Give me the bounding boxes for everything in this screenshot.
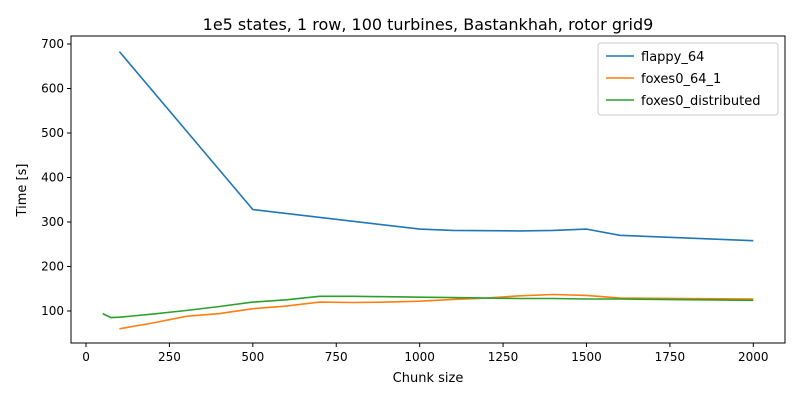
x-tick-label: 2000: [738, 350, 769, 364]
x-tick-label: 1500: [571, 350, 602, 364]
legend-label: foxes0_64_1: [641, 72, 721, 87]
y-tick-label: 500: [41, 126, 64, 140]
series-line-foxes0-64-1: [119, 293, 754, 330]
series-line-flappy-64: [118, 51, 754, 242]
y-tick-label: 100: [41, 304, 64, 318]
x-tick-label: 1000: [404, 350, 435, 364]
x-axis-label: Chunk size: [393, 371, 464, 386]
y-axis-ticks: 100 200 300 400 500 600 700: [41, 37, 71, 318]
x-axis-ticks: 0 250 500 750 1000 1250 1500 1750 2000: [82, 343, 769, 364]
y-tick-label: 600: [41, 82, 64, 96]
legend-label: flappy_64: [641, 50, 704, 65]
series-layer: [102, 51, 754, 330]
x-tick-label: 750: [325, 350, 348, 364]
y-tick-label: 400: [41, 170, 64, 184]
plot-frame: [70, 35, 786, 344]
legend-box: [597, 42, 779, 116]
legend-label: foxes0_distributed: [641, 94, 761, 109]
x-tick-label: 1750: [655, 350, 686, 364]
series-line-foxes0-distributed: [102, 295, 754, 319]
x-tick-label: 0: [82, 350, 90, 364]
y-tick-label: 200: [41, 259, 64, 273]
y-axis-label: Time [s]: [15, 164, 30, 218]
chart-title: 1e5 states, 1 row, 100 turbines, Bastank…: [203, 15, 654, 34]
x-tick-label: 500: [241, 350, 264, 364]
y-tick-label: 300: [41, 215, 64, 229]
y-tick-label: 700: [41, 37, 64, 51]
x-tick-label: 250: [158, 350, 181, 364]
x-tick-label: 1250: [488, 350, 519, 364]
legend: flappy_64 foxes0_64_1 foxes0_distributed: [597, 42, 779, 116]
